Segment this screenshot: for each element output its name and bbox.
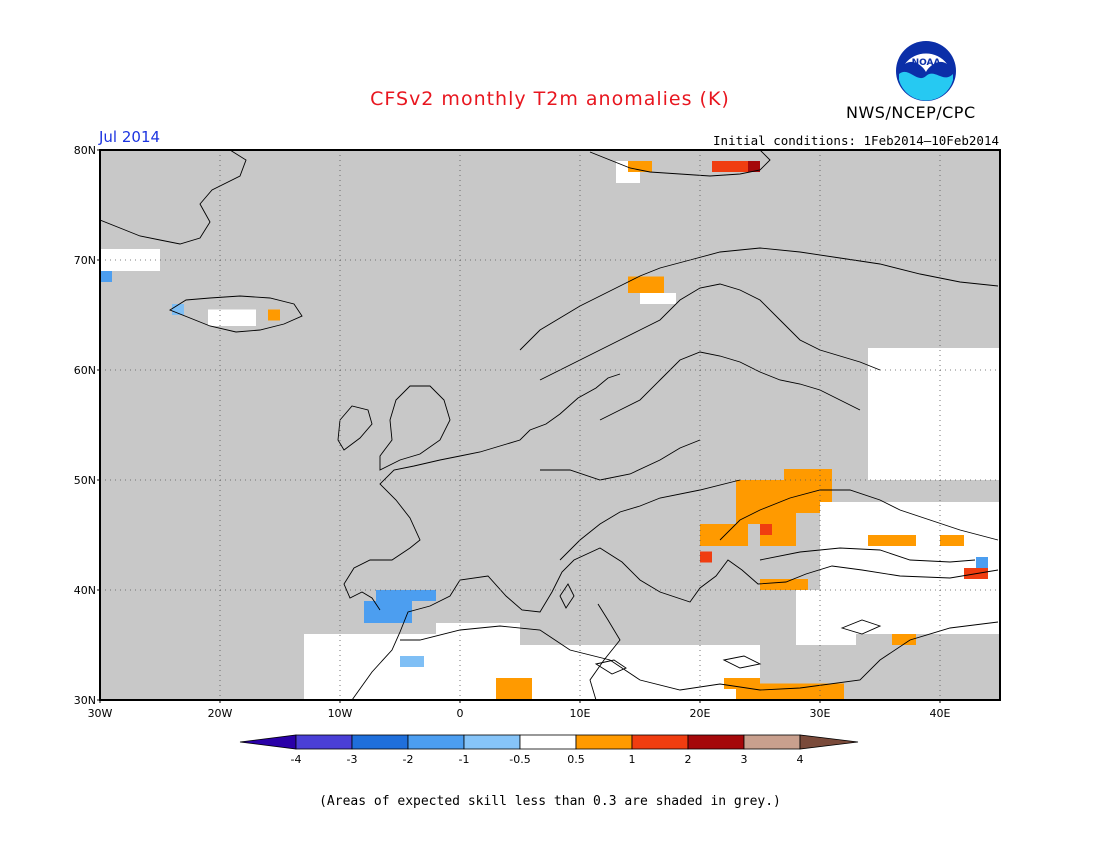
anomaly-patch: [760, 524, 772, 535]
lat-tick-label: 70N: [74, 254, 96, 267]
lon-tick-label: 10E: [570, 707, 591, 720]
chart-title: CFSv2 monthly T2m anomalies (K): [370, 88, 730, 110]
lon-tick-label: 0: [457, 707, 464, 720]
colorbar-segment: [743, 734, 801, 750]
anomaly-patch: [100, 271, 112, 282]
coast-baltic: [599, 351, 861, 421]
colorbar-segment: [687, 734, 745, 750]
anomaly-patch: [700, 551, 712, 563]
anomaly-patch: [496, 678, 532, 700]
anomaly-patch: [868, 348, 1000, 480]
colorbar-tick-label: -3: [347, 753, 358, 766]
footer-note: (Areas of expected skill less than 0.3 a…: [319, 794, 781, 809]
anomaly-patch: [628, 161, 652, 172]
anomaly-patch: [208, 309, 256, 326]
anomaly-patches: [100, 161, 1000, 700]
anomaly-patch: [712, 161, 748, 172]
coast-black-sea-south: [759, 547, 976, 563]
coast-greenland: [100, 150, 247, 245]
colorbar-tick-label: -2: [403, 753, 414, 766]
anomaly-patch: [400, 656, 424, 667]
colorbar-tick-label: -1: [459, 753, 470, 766]
anomaly-patch: [640, 293, 676, 304]
anomaly-patch: [628, 276, 664, 293]
anomaly-patch: [376, 590, 436, 601]
coast-ireland: [337, 405, 373, 451]
colorbar-tick-label: 2: [685, 753, 692, 766]
map-frame: [99, 149, 1001, 701]
anomaly-patch: [868, 535, 916, 546]
anomaly-patch: [976, 557, 988, 568]
map-border: [99, 149, 1001, 701]
border-central: [540, 439, 701, 481]
coast-britain: [379, 385, 451, 471]
coast-south-europe: [351, 547, 999, 700]
organization-label: NWS/NCEP/CPC: [846, 103, 976, 122]
lon-tick-label: 40E: [930, 707, 951, 720]
anomaly-patch: [172, 304, 184, 315]
logo-wave: [899, 71, 953, 101]
colorbar-segment: [351, 734, 409, 750]
anomaly-patch: [520, 645, 760, 700]
colorbar-segment: [463, 734, 521, 750]
lon-tick-label: 20W: [208, 707, 233, 720]
colorbar-tick-label: -4: [291, 753, 302, 766]
gridlines: [100, 150, 1000, 700]
colorbar-tick-label: 3: [741, 753, 748, 766]
lon-tick-label: 20E: [690, 707, 711, 720]
colorbar-tick-label: -0.5: [509, 753, 530, 766]
coast-iceland: [169, 295, 303, 333]
anomaly-patch: [748, 161, 760, 172]
anomaly-patch: [736, 683, 844, 700]
coast-italy-africa: [589, 603, 621, 700]
coast-svalbard: [589, 150, 771, 177]
colorbar-segment: [519, 734, 577, 750]
noaa-logo-icon: NOAA: [896, 41, 956, 101]
colorbar-segment: [295, 734, 353, 750]
initial-conditions-label: Initial conditions: 1Feb2014—10Feb2014: [713, 133, 999, 148]
colorbar-segment: [407, 734, 465, 750]
coastlines: [100, 150, 999, 700]
anomaly-patch: [268, 309, 280, 321]
axis-labels: 30N 40N 50N 60N 70N 80N 30W 20W 10W 0 10E 20E 30E 40E: [74, 144, 951, 720]
coast-atlantic: [343, 373, 621, 611]
lat-tick-label: 30N: [74, 694, 96, 707]
colorbar: -4 -3 -2 -1 -0.5 0.5 1 2 3 4: [239, 734, 859, 766]
colorbar-tick-label: 0.5: [567, 753, 585, 766]
colorbar-segment: [575, 734, 633, 750]
lat-tick-label: 40N: [74, 584, 96, 597]
target-month-label: Jul 2014: [99, 128, 161, 146]
lat-tick-label: 50N: [74, 474, 96, 487]
coast-north-africa: [400, 621, 999, 691]
coast-black-sea-north: [719, 489, 999, 541]
colorbar-tick-label: 1: [629, 753, 636, 766]
colorbar-min-arrow: [239, 734, 297, 750]
border-alps: [559, 479, 741, 561]
colorbar-tick-label: 4: [797, 753, 804, 766]
anomaly-patch: [940, 535, 964, 546]
colorbar-segment: [631, 734, 689, 750]
lon-tick-label: 30W: [88, 707, 113, 720]
coast-cyprus: [840, 619, 882, 635]
colorbar-max-arrow: [799, 734, 859, 750]
coast-gulf-bothnia: [539, 283, 881, 381]
coast-crete: [722, 655, 762, 669]
logo-bird: [905, 53, 947, 72]
lat-tick-label: 80N: [74, 144, 96, 157]
logo-text: NOAA: [912, 58, 941, 68]
anomaly-patch: [700, 524, 748, 546]
lon-tick-label: 30E: [810, 707, 831, 720]
anomaly-patch: [892, 634, 916, 645]
coast-sicily: [594, 659, 627, 675]
anomaly-patch: [760, 579, 808, 590]
anomaly-patch: [724, 678, 760, 689]
lon-tick-label: 10W: [328, 707, 353, 720]
coast-sardinia: [559, 583, 575, 609]
lat-tick-label: 60N: [74, 364, 96, 377]
anomaly-patch: [364, 601, 412, 623]
